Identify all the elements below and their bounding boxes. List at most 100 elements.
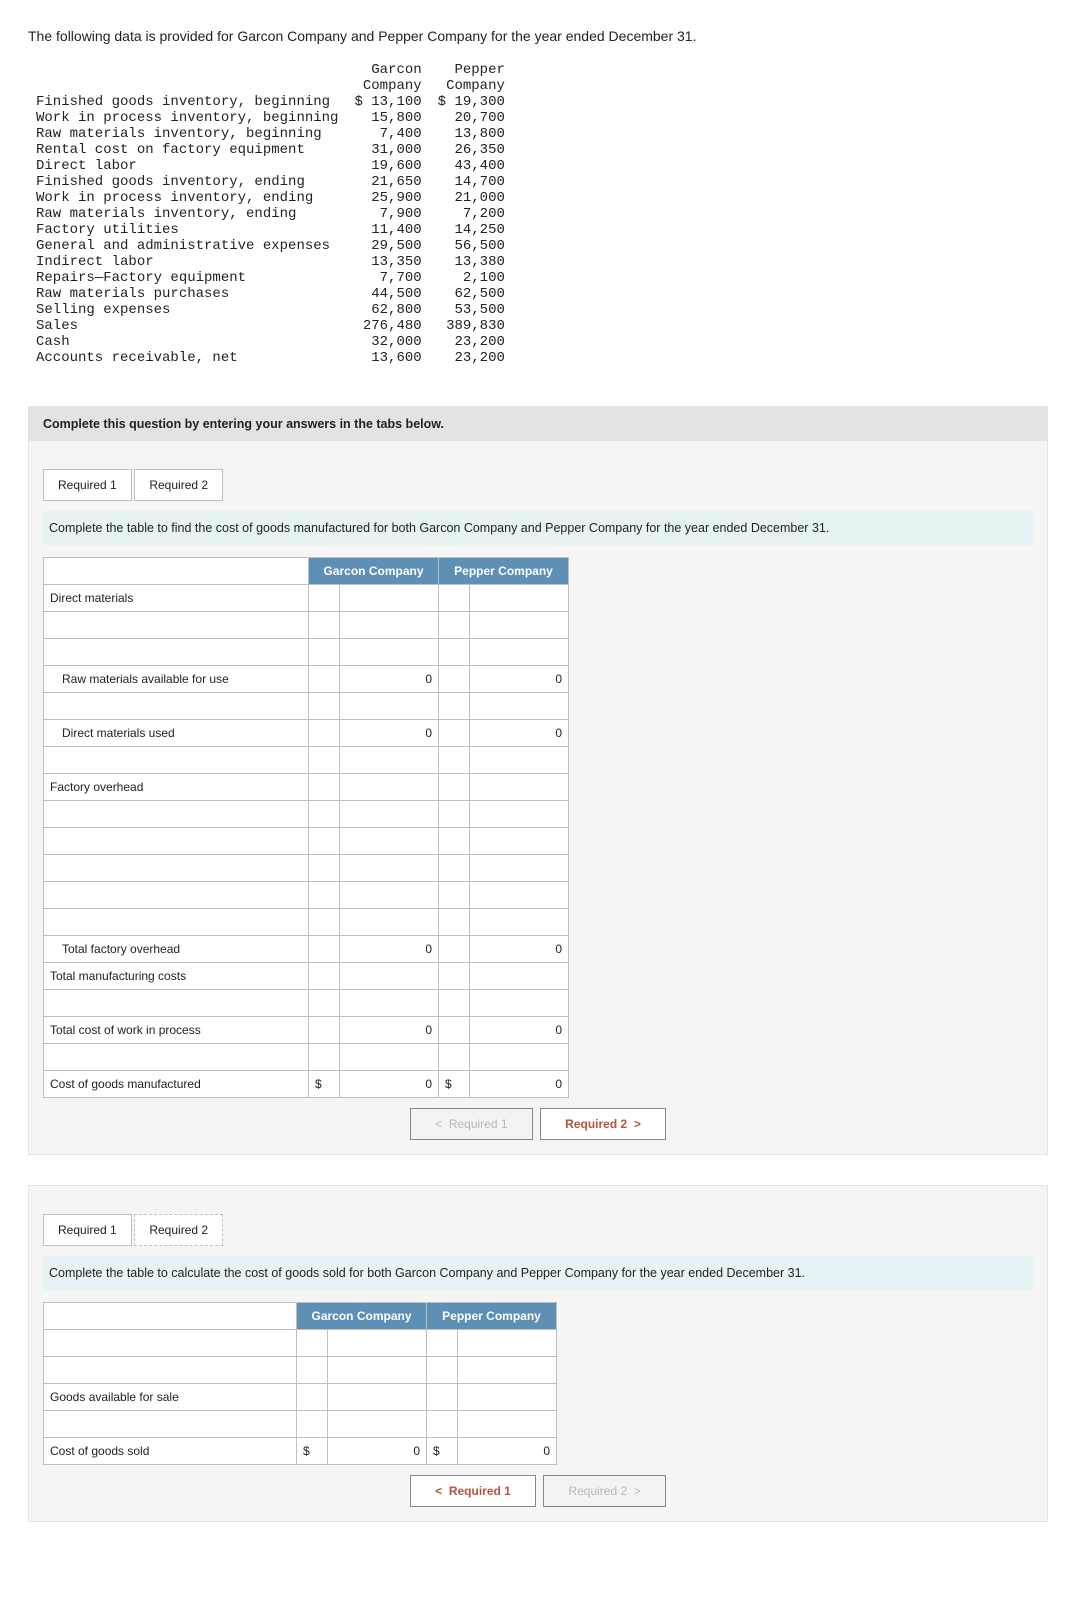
- ws-garcon-cur[interactable]: [297, 1411, 328, 1438]
- ws-garcon-val[interactable]: [340, 801, 439, 828]
- ws-row-label[interactable]: [44, 855, 309, 882]
- ws-pepper-val[interactable]: [458, 1330, 557, 1357]
- ws-garcon-val[interactable]: [340, 774, 439, 801]
- ws-row-label[interactable]: [44, 990, 309, 1017]
- ws-pepper-cur[interactable]: [439, 666, 470, 693]
- ws-garcon-cur[interactable]: [309, 1044, 340, 1071]
- ws-garcon-val[interactable]: 0: [340, 1071, 439, 1098]
- ws-garcon-cur[interactable]: [297, 1357, 328, 1384]
- ws-garcon-val[interactable]: [340, 909, 439, 936]
- ws-pepper-val[interactable]: [470, 882, 569, 909]
- ws-garcon-cur[interactable]: [309, 801, 340, 828]
- ws-pepper-val[interactable]: 0: [470, 936, 569, 963]
- ws-pepper-cur[interactable]: [439, 909, 470, 936]
- ws-row-label[interactable]: Total cost of work in process: [44, 1017, 309, 1044]
- ws-garcon-cur[interactable]: [309, 882, 340, 909]
- ws-pepper-val[interactable]: [470, 909, 569, 936]
- ws-pepper-cur[interactable]: [439, 1017, 470, 1044]
- ws-pepper-cur[interactable]: [439, 639, 470, 666]
- ws-row-label[interactable]: [44, 801, 309, 828]
- tab-required-2[interactable]: Required 2: [134, 469, 223, 501]
- ws-pepper-cur[interactable]: [427, 1411, 458, 1438]
- ws-row-label[interactable]: [44, 693, 309, 720]
- ws-garcon-val[interactable]: [328, 1411, 427, 1438]
- ws-pepper-val[interactable]: 0: [470, 720, 569, 747]
- ws-garcon-val[interactable]: 0: [340, 1017, 439, 1044]
- ws-row-label[interactable]: Total manufacturing costs: [44, 963, 309, 990]
- ws-garcon-cur[interactable]: [309, 666, 340, 693]
- ws-pepper-val[interactable]: [470, 801, 569, 828]
- ws-pepper-cur[interactable]: [439, 612, 470, 639]
- ws-garcon-cur[interactable]: [309, 1017, 340, 1044]
- ws-garcon-val[interactable]: 0: [328, 1438, 427, 1465]
- ws-garcon-cur[interactable]: [309, 855, 340, 882]
- ws-pepper-cur[interactable]: [439, 936, 470, 963]
- ws-pepper-cur[interactable]: [439, 774, 470, 801]
- ws-row-label[interactable]: [44, 909, 309, 936]
- nav-prev-r1[interactable]: < Required 1: [410, 1108, 532, 1140]
- ws-row-label[interactable]: [44, 1411, 297, 1438]
- tab-required-1-b[interactable]: Required 1: [43, 1214, 132, 1246]
- ws-garcon-cur[interactable]: [297, 1330, 328, 1357]
- ws-row-label[interactable]: [44, 1044, 309, 1071]
- ws-row-label[interactable]: Direct materials: [44, 585, 309, 612]
- ws-garcon-cur[interactable]: [309, 585, 340, 612]
- ws-garcon-val[interactable]: 0: [340, 720, 439, 747]
- nav-next-r2[interactable]: Required 2 >: [543, 1475, 665, 1507]
- ws-garcon-val[interactable]: [328, 1384, 427, 1411]
- ws-pepper-val[interactable]: 0: [470, 666, 569, 693]
- ws-garcon-val[interactable]: [328, 1330, 427, 1357]
- ws-pepper-val[interactable]: [470, 828, 569, 855]
- ws-garcon-val[interactable]: [340, 585, 439, 612]
- ws-garcon-cur[interactable]: [309, 747, 340, 774]
- ws-pepper-cur[interactable]: [439, 855, 470, 882]
- ws-pepper-val[interactable]: [470, 639, 569, 666]
- ws-garcon-cur[interactable]: [309, 612, 340, 639]
- ws-pepper-val[interactable]: [470, 774, 569, 801]
- ws-pepper-val[interactable]: [470, 747, 569, 774]
- ws-pepper-val[interactable]: [470, 855, 569, 882]
- ws-garcon-val[interactable]: [340, 612, 439, 639]
- ws-row-label[interactable]: [44, 828, 309, 855]
- ws-garcon-cur[interactable]: [309, 774, 340, 801]
- ws-pepper-val[interactable]: 0: [470, 1071, 569, 1098]
- ws-garcon-val[interactable]: [340, 882, 439, 909]
- ws-pepper-cur[interactable]: $: [427, 1438, 458, 1465]
- ws-garcon-val[interactable]: [340, 639, 439, 666]
- ws-pepper-val[interactable]: 0: [458, 1438, 557, 1465]
- ws-pepper-cur[interactable]: [439, 585, 470, 612]
- ws-pepper-val[interactable]: [470, 1044, 569, 1071]
- ws-pepper-cur[interactable]: [439, 882, 470, 909]
- ws-garcon-cur[interactable]: [309, 990, 340, 1017]
- ws-garcon-val[interactable]: [340, 855, 439, 882]
- ws-garcon-cur[interactable]: $: [309, 1071, 340, 1098]
- ws-pepper-cur[interactable]: $: [439, 1071, 470, 1098]
- ws-garcon-cur[interactable]: $: [297, 1438, 328, 1465]
- ws-garcon-val[interactable]: [340, 693, 439, 720]
- ws-garcon-cur[interactable]: [309, 963, 340, 990]
- ws-row-label[interactable]: Cost of goods manufactured: [44, 1071, 309, 1098]
- ws-pepper-val[interactable]: [458, 1357, 557, 1384]
- ws-pepper-cur[interactable]: [439, 963, 470, 990]
- ws-pepper-cur[interactable]: [427, 1330, 458, 1357]
- ws-garcon-val[interactable]: [340, 747, 439, 774]
- ws-pepper-cur[interactable]: [439, 801, 470, 828]
- ws-pepper-val[interactable]: [470, 612, 569, 639]
- ws-pepper-val[interactable]: [470, 963, 569, 990]
- ws-garcon-val[interactable]: [340, 828, 439, 855]
- ws-garcon-val[interactable]: [340, 990, 439, 1017]
- ws-garcon-cur[interactable]: [309, 936, 340, 963]
- ws-row-label[interactable]: [44, 1330, 297, 1357]
- ws-pepper-cur[interactable]: [427, 1357, 458, 1384]
- ws-row-label[interactable]: Total factory overhead: [44, 936, 309, 963]
- ws-garcon-val[interactable]: 0: [340, 666, 439, 693]
- ws-garcon-cur[interactable]: [309, 639, 340, 666]
- nav-prev-r2[interactable]: < Required 1: [410, 1475, 536, 1507]
- ws-pepper-val[interactable]: [458, 1411, 557, 1438]
- ws-garcon-val[interactable]: [328, 1357, 427, 1384]
- ws-row-label[interactable]: [44, 882, 309, 909]
- ws-pepper-cur[interactable]: [439, 1044, 470, 1071]
- ws-pepper-cur[interactable]: [439, 828, 470, 855]
- ws-pepper-cur[interactable]: [427, 1384, 458, 1411]
- ws-pepper-cur[interactable]: [439, 693, 470, 720]
